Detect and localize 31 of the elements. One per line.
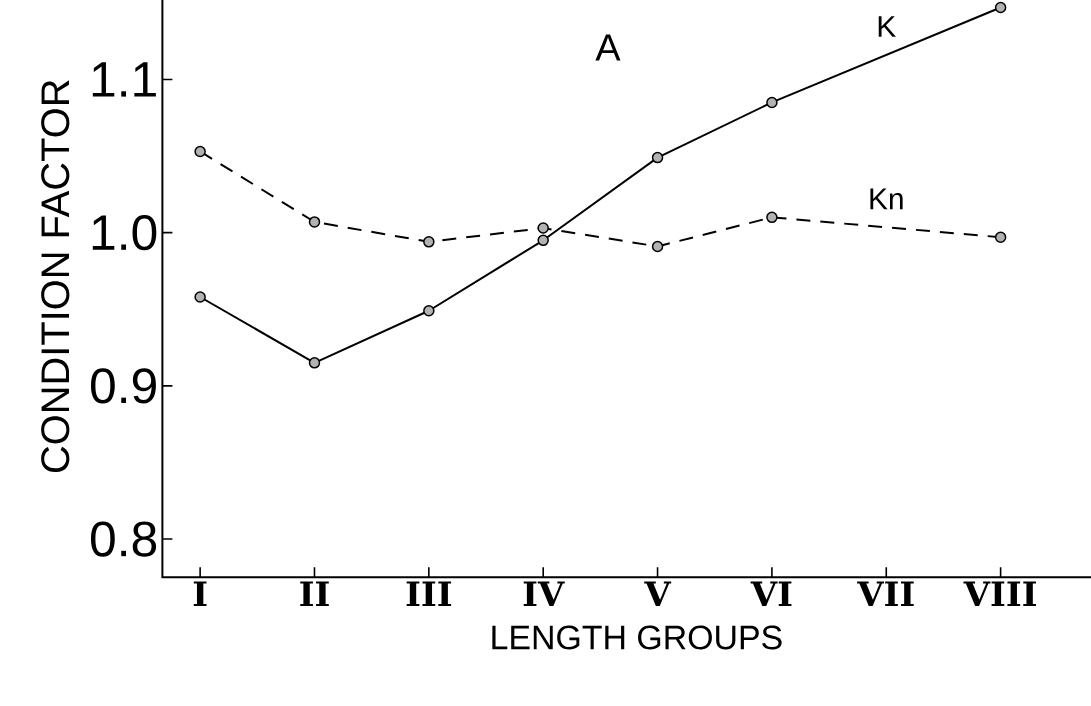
y-tick-label: 1.0 bbox=[92, 215, 157, 251]
point bbox=[308, 216, 321, 228]
x-tick-label: VII bbox=[857, 581, 914, 607]
x-tick-label: I bbox=[193, 581, 207, 607]
series-label: K bbox=[878, 16, 896, 37]
series-label: Kn bbox=[870, 188, 903, 210]
point bbox=[994, 1, 1007, 14]
x-tick-label: VIII bbox=[963, 581, 1036, 607]
point bbox=[994, 231, 1007, 243]
annotation: A bbox=[595, 34, 621, 61]
point bbox=[537, 222, 549, 234]
point bbox=[423, 236, 435, 248]
y-tick-label: 0.8 bbox=[90, 521, 157, 557]
y-tick-label: 1.1 bbox=[92, 62, 156, 97]
x-tick-label: VI bbox=[750, 581, 792, 607]
x-tick-label: IV bbox=[523, 581, 565, 607]
y-axis-title: CONDITION FACTOR bbox=[41, 80, 70, 473]
x-tick-label: III bbox=[406, 581, 452, 607]
y-tick-label: 0.9 bbox=[90, 368, 156, 404]
x-tick-label: V bbox=[644, 581, 672, 607]
point bbox=[194, 291, 206, 303]
point bbox=[537, 234, 549, 247]
point bbox=[651, 151, 664, 164]
point bbox=[651, 240, 664, 253]
x-axis-title: LENGTH GROUPS bbox=[492, 625, 782, 650]
point bbox=[308, 357, 321, 369]
point bbox=[766, 96, 778, 109]
x-tick-label: II bbox=[300, 581, 329, 607]
point bbox=[766, 211, 778, 224]
point bbox=[194, 145, 206, 158]
point bbox=[423, 305, 435, 317]
